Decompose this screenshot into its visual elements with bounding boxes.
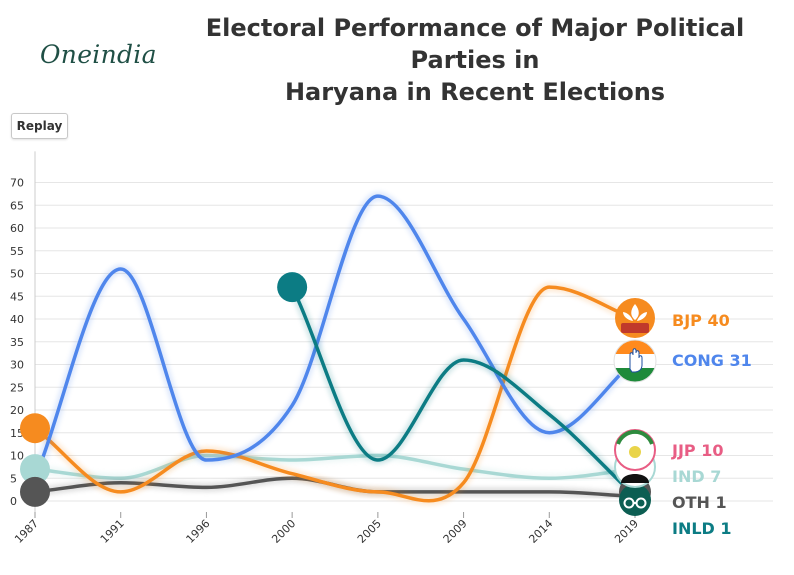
y-tick-label: 20 [10, 404, 24, 417]
spectacles-icon [619, 484, 651, 516]
y-tick-label: 70 [10, 177, 24, 190]
start-marker-oth [20, 476, 50, 507]
series-line-ind [33, 453, 637, 481]
y-tick-label: 0 [10, 495, 17, 508]
y-tick-label: 45 [10, 290, 24, 303]
y-tick-label: 50 [10, 268, 24, 281]
grid-lines [35, 182, 773, 502]
start-marker-ind [20, 454, 50, 485]
end-labels: BJP 40 CONG 31 JJP 10 IND 7 OTH 1 INLD 1 [671, 311, 752, 538]
start-marker-bjp [20, 413, 50, 444]
series-markers [20, 272, 657, 516]
x-tick-label: 1996 [184, 517, 213, 546]
chart-title-line-2: Haryana in Recent Elections [284, 78, 666, 106]
lotus-icon [615, 298, 655, 338]
y-tick-label: 60 [10, 222, 24, 235]
jjp-emblem-icon [614, 429, 656, 471]
x-tick-label: 2019 [612, 517, 641, 546]
y-tick-label: 35 [10, 336, 24, 349]
x-tick-label: 2000 [269, 517, 298, 546]
series-glow-cong [30, 191, 638, 480]
x-tick-label: 1991 [98, 517, 127, 546]
series-line-bjp [33, 285, 637, 503]
y-tick-label: 5 [10, 472, 17, 485]
x-tick-label: 2014 [526, 517, 555, 546]
end-label-jjp: JJP 10 [671, 441, 723, 460]
y-tick-label: 40 [10, 313, 24, 326]
x-tick-label: 1987 [12, 517, 41, 546]
series-line-inld [290, 285, 637, 499]
y-tick-label: 30 [10, 359, 24, 372]
x-tick-label: 2009 [441, 517, 470, 546]
y-tick-label: 25 [10, 381, 24, 394]
end-label-ind: IND 7 [672, 467, 721, 486]
end-label-oth: OTH 1 [672, 493, 727, 512]
series-line-cong [33, 194, 637, 480]
x-tick-label: 2005 [355, 517, 384, 546]
hand-icon [613, 339, 657, 383]
chart-title: Electoral Performance of Major Political… [160, 12, 790, 108]
y-tick-label: 10 [10, 450, 24, 463]
series-lines [30, 191, 639, 506]
start-marker-inld [277, 272, 308, 303]
chart-title-line-1: Electoral Performance of Major Political… [205, 14, 745, 74]
y-tick-label: 65 [10, 199, 24, 212]
replay-button[interactable]: Replay [11, 113, 68, 139]
end-label-cong: CONG 31 [672, 351, 752, 370]
end-label-bjp: BJP 40 [672, 311, 730, 330]
y-tick-label: 55 [10, 245, 24, 258]
end-label-inld: INLD 1 [672, 519, 732, 538]
